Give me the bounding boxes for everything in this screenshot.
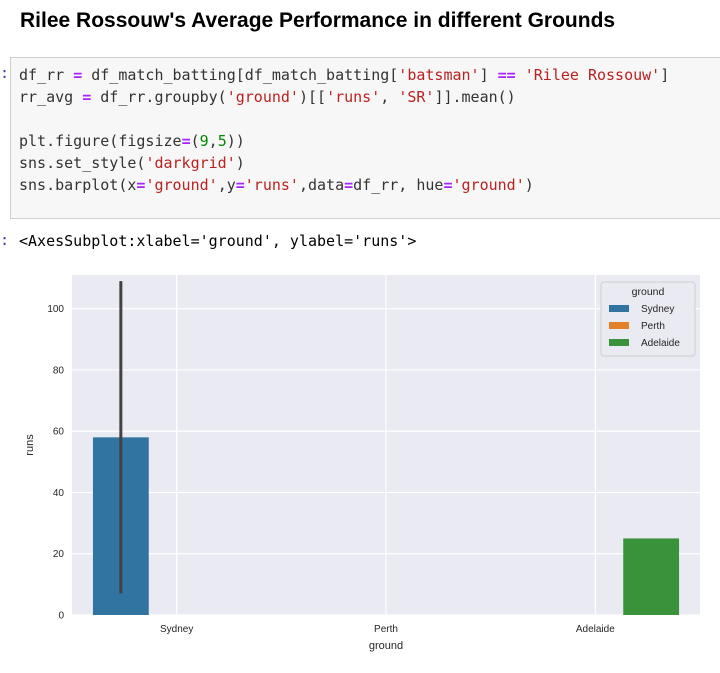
y-tick-label: 20: [53, 549, 65, 560]
legend-box: [600, 281, 696, 357]
legend-swatch: [609, 322, 629, 329]
x-tick-label: Perth: [374, 624, 398, 635]
legend-entry: Perth: [641, 321, 665, 332]
legend-entry: Adelaide: [641, 338, 680, 349]
legend-swatch: [609, 339, 629, 346]
y-axis-label: runs: [24, 434, 36, 456]
code-cell[interactable]: df_rr = df_match_batting[df_match_battin…: [10, 57, 720, 219]
y-tick-label: 80: [53, 365, 65, 376]
y-tick-label: 100: [47, 304, 64, 315]
bar-chart: 0 20 40 60 80 100 Sydney Perth Adelaide ground run…: [24, 275, 700, 652]
page-title: Rilee Rossouw's Average Performance in d…: [20, 9, 616, 32]
y-tick-label: 40: [53, 488, 65, 499]
code-editor[interactable]: df_rr = df_match_batting[df_match_battin…: [19, 66, 670, 194]
legend-entry: Sydney: [641, 304, 674, 315]
x-tick-label: Sydney: [160, 624, 193, 635]
output-prompt-marker: :: [0, 231, 6, 249]
cell-output-text: <AxesSubplot:xlabel='ground', ylabel='ru…: [19, 232, 417, 250]
x-axis-label: ground: [369, 640, 403, 652]
y-tick-label: 0: [58, 611, 64, 622]
x-tick-label: Adelaide: [576, 624, 615, 635]
input-prompt-marker: :: [0, 64, 6, 82]
bar: [623, 538, 680, 615]
legend-title: ground: [632, 286, 665, 298]
y-tick-label: 60: [53, 427, 65, 438]
legend-swatch: [609, 305, 629, 312]
